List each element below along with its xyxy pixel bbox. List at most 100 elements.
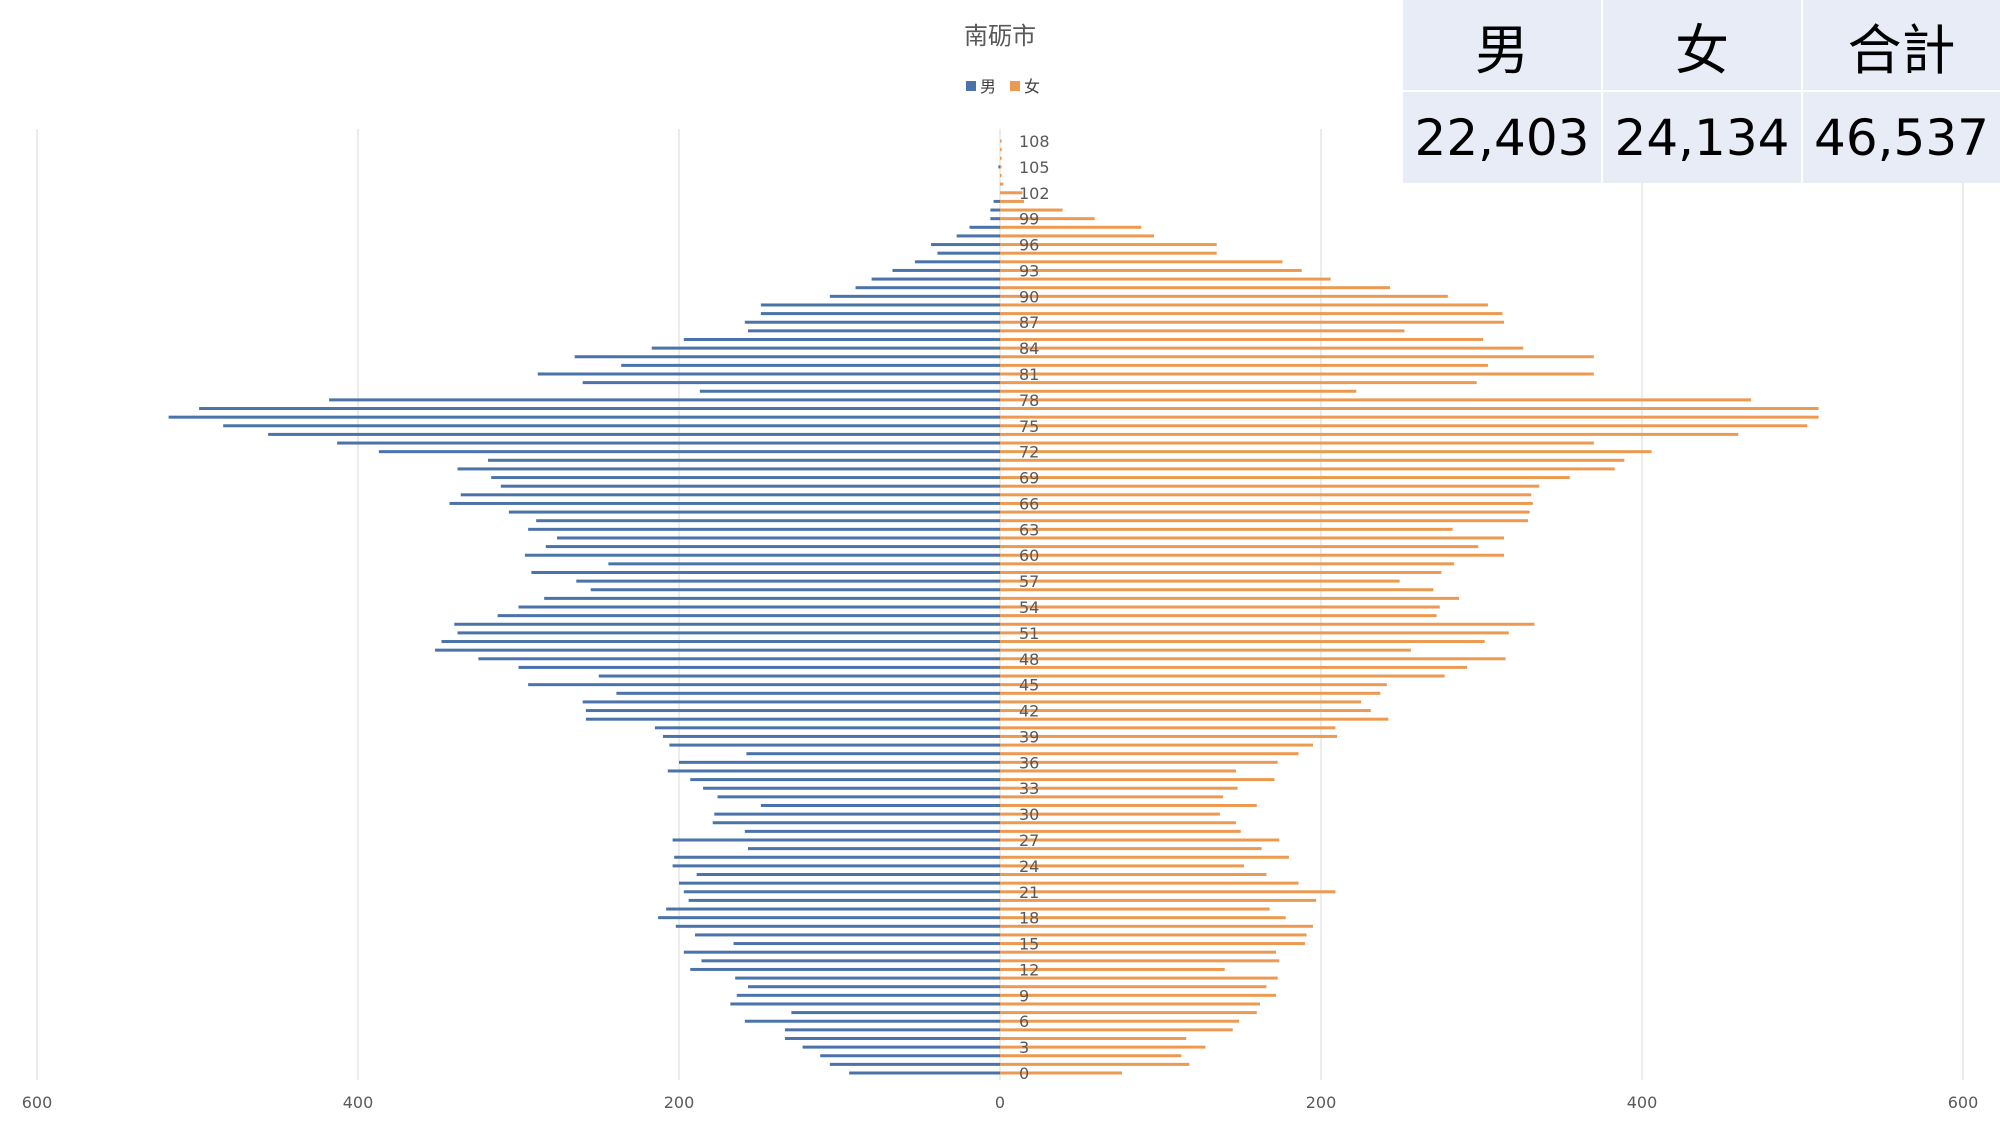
male-bar <box>760 803 1000 807</box>
male-bar <box>717 795 1000 799</box>
age-label: 102 <box>1019 184 1050 203</box>
female-bar <box>1000 795 1224 799</box>
age-label: 6 <box>1019 1012 1029 1031</box>
female-bar <box>1000 717 1389 721</box>
age-label: 60 <box>1019 546 1039 565</box>
male-bar <box>784 1036 1000 1040</box>
male-bar <box>662 734 1000 738</box>
male-bar <box>672 864 1000 868</box>
age-label: 9 <box>1019 986 1029 1005</box>
male-bar <box>544 596 1000 600</box>
x-tick-label: 0 <box>995 1093 1005 1112</box>
male-bar <box>688 898 1000 902</box>
female-bar <box>1000 959 1280 963</box>
male-bar <box>820 1054 1000 1058</box>
female-bar <box>1000 933 1307 937</box>
female-bar <box>1000 467 1615 471</box>
female-bar <box>1000 355 1594 359</box>
female-bar <box>1000 156 1002 160</box>
female-bar <box>1000 622 1535 626</box>
female-bar <box>1000 312 1503 316</box>
x-tick-label: 600 <box>22 1093 53 1112</box>
male-bar <box>672 838 1000 842</box>
male-bar <box>574 355 1000 359</box>
female-bar <box>1000 683 1387 687</box>
male-bar <box>760 303 1000 307</box>
male-bar <box>733 942 1000 946</box>
female-bar <box>1000 415 1819 419</box>
female-bar <box>1000 709 1371 713</box>
male-bar <box>690 778 1000 782</box>
female-bar <box>1000 519 1529 523</box>
female-bar <box>1000 924 1313 928</box>
female-bar <box>1000 674 1445 678</box>
male-bar <box>531 570 1000 574</box>
age-label: 39 <box>1019 727 1039 746</box>
summary-value-total: 46,537 <box>1803 92 2000 183</box>
male-bar <box>791 1011 1000 1015</box>
summary-header-female: 女 <box>1603 0 1801 90</box>
age-label: 63 <box>1019 520 1039 539</box>
male-bar <box>621 363 1000 367</box>
female-bar <box>1000 501 1533 505</box>
male-bar <box>930 243 1000 247</box>
male-bar <box>457 467 1000 471</box>
male-bar <box>990 208 1000 212</box>
female-bar <box>1000 562 1455 566</box>
female-bar <box>1000 441 1594 445</box>
female-bar <box>1000 208 1063 212</box>
female-bar <box>1000 700 1362 704</box>
male-bar <box>576 579 1000 583</box>
female-bar <box>1000 536 1504 540</box>
male-bar <box>666 907 1000 911</box>
female-bar <box>1000 139 1002 143</box>
age-label: 27 <box>1019 831 1039 850</box>
male-bar <box>500 484 1000 488</box>
x-axis-ticks: 600 400 200 0 200 400 600 <box>22 1093 1979 1112</box>
female-bar <box>1000 243 1217 247</box>
summary-header-male: 男 <box>1403 0 1601 90</box>
male-bar <box>518 665 1000 669</box>
female-bar <box>1000 424 1808 428</box>
female-bar <box>1000 873 1267 877</box>
female-bar <box>1000 174 1002 178</box>
female-bar <box>1000 329 1405 333</box>
female-bar <box>1000 769 1236 773</box>
age-label: 51 <box>1019 624 1039 643</box>
male-bar <box>703 786 1000 790</box>
age-label: 99 <box>1019 210 1039 229</box>
female-bar <box>1000 950 1277 954</box>
male-bar <box>654 726 1000 730</box>
female-bar <box>1000 1062 1190 1066</box>
male-bar <box>223 424 1000 428</box>
male-bar <box>990 217 1000 221</box>
female-bar <box>1000 286 1391 290</box>
male-bar <box>329 398 1000 402</box>
male-bar <box>199 407 1001 411</box>
age-label: 57 <box>1019 572 1039 591</box>
male-bar <box>714 812 1000 816</box>
male-bar <box>616 691 1000 695</box>
female-bar <box>1000 363 1488 367</box>
male-bar <box>730 1002 1000 1006</box>
male-bar <box>441 640 1001 644</box>
age-label: 105 <box>1019 158 1050 177</box>
female-bar <box>1000 821 1236 825</box>
male-bar <box>914 260 1000 264</box>
age-labels: 0369121518212427303336394245485154576063… <box>1019 132 1050 1083</box>
female-bar <box>1000 640 1485 644</box>
male-bar <box>993 199 1000 203</box>
male-bar <box>748 329 1000 333</box>
legend-label-female: 女 <box>1024 77 1040 96</box>
female-bar <box>1000 199 1025 203</box>
female-bar <box>1000 726 1336 730</box>
age-label: 30 <box>1019 805 1039 824</box>
female-bar <box>1000 579 1400 583</box>
age-label: 15 <box>1019 935 1039 954</box>
male-bar <box>518 605 1000 609</box>
female-bar <box>1000 588 1434 592</box>
female-bar <box>1000 398 1752 402</box>
male-bar <box>956 234 1000 238</box>
female-bar <box>1000 148 1002 152</box>
female-bar <box>1000 545 1479 549</box>
